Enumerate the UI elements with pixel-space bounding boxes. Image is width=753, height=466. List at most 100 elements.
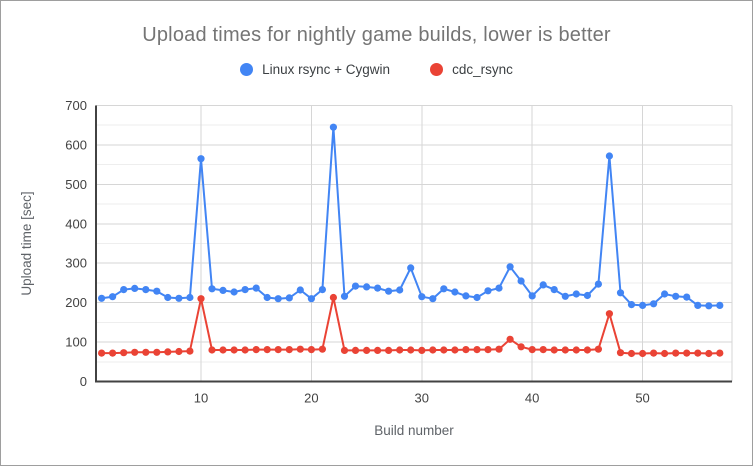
data-point-linux-rsync-cygwin <box>186 293 194 302</box>
data-point-cdc-rsync <box>142 348 150 356</box>
legend-swatch-red-icon <box>430 63 444 76</box>
data-point-linux-rsync-cygwin <box>351 282 360 290</box>
data-point-linux-rsync-cygwin <box>451 288 459 296</box>
data-point-linux-rsync-cygwin <box>639 301 647 309</box>
data-point-linux-rsync-cygwin <box>252 284 260 292</box>
series-line-cdc-rsync <box>100 296 721 355</box>
data-point-linux-rsync-cygwin <box>131 284 139 292</box>
data-point-cdc-rsync <box>539 346 547 354</box>
data-point-linux-rsync-cygwin <box>307 295 315 303</box>
data-point-cdc-rsync <box>197 295 205 303</box>
data-point-linux-rsync-cygwin <box>142 286 150 294</box>
data-point-linux-rsync-cygwin <box>219 286 227 294</box>
data-point-cdc-rsync <box>550 346 558 354</box>
data-point-cdc-rsync <box>683 349 691 357</box>
data-point-linux-rsync-cygwin <box>627 301 636 309</box>
x-tick-label: 10 <box>194 391 208 406</box>
y-tick-label: 200 <box>65 295 87 310</box>
data-point-linux-rsync-cygwin <box>318 286 326 294</box>
series-line-linux-rsync-cygwin <box>100 126 721 307</box>
data-point-cdc-rsync <box>296 345 304 353</box>
data-point-cdc-rsync <box>650 349 658 357</box>
data-point-cdc-rsync <box>506 335 514 343</box>
data-point-cdc-rsync <box>351 346 360 354</box>
data-point-cdc-rsync <box>561 346 569 354</box>
data-point-linux-rsync-cygwin <box>495 284 503 292</box>
data-point-cdc-rsync <box>363 346 371 354</box>
x-tick-label: 50 <box>635 391 649 406</box>
data-point-linux-rsync-cygwin <box>230 288 238 296</box>
data-point-linux-rsync-cygwin <box>109 293 117 301</box>
y-axis-title: Upload time [sec] <box>19 191 34 295</box>
data-point-cdc-rsync <box>484 346 492 354</box>
data-point-cdc-rsync <box>716 349 724 357</box>
data-point-cdc-rsync <box>517 343 525 351</box>
data-point-linux-rsync-cygwin <box>694 301 702 309</box>
data-point-cdc-rsync <box>208 346 216 354</box>
y-tick-label: 400 <box>65 216 87 231</box>
data-point-linux-rsync-cygwin <box>363 283 371 291</box>
data-point-cdc-rsync <box>385 346 393 354</box>
data-point-cdc-rsync <box>440 346 448 354</box>
data-point-linux-rsync-cygwin <box>197 155 205 163</box>
data-point-cdc-rsync <box>473 346 481 354</box>
data-point-linux-rsync-cygwin <box>440 285 448 293</box>
legend-swatch-blue-icon <box>240 63 254 76</box>
data-point-linux-rsync-cygwin <box>528 292 536 300</box>
legend-label-cdc-rsync: cdc_rsync <box>452 62 513 77</box>
data-point-cdc-rsync <box>175 347 183 356</box>
data-point-cdc-rsync <box>374 346 382 354</box>
y-tick-label: 300 <box>65 256 87 271</box>
data-point-cdc-rsync <box>274 346 282 354</box>
data-point-linux-rsync-cygwin <box>153 287 161 295</box>
data-point-linux-rsync-cygwin <box>506 263 514 271</box>
data-point-linux-rsync-cygwin <box>616 289 625 297</box>
data-point-linux-rsync-cygwin <box>661 290 669 298</box>
data-point-linux-rsync-cygwin <box>296 286 304 294</box>
data-point-cdc-rsync <box>396 346 404 354</box>
data-point-cdc-rsync <box>164 348 172 356</box>
data-point-linux-rsync-cygwin <box>208 285 216 293</box>
data-point-linux-rsync-cygwin <box>650 300 658 308</box>
x-tick-label: 30 <box>415 391 429 406</box>
data-point-linux-rsync-cygwin <box>396 286 404 294</box>
data-point-linux-rsync-cygwin <box>418 293 426 301</box>
y-tick-label: 0 <box>80 374 87 389</box>
data-point-cdc-rsync <box>307 346 315 354</box>
data-point-linux-rsync-cygwin <box>473 293 481 302</box>
data-point-linux-rsync-cygwin <box>561 292 569 300</box>
data-point-cdc-rsync <box>252 346 260 354</box>
legend-item-cdc-rsync: cdc_rsync <box>430 62 513 77</box>
data-point-cdc-rsync <box>627 349 636 358</box>
data-point-cdc-rsync <box>120 349 128 357</box>
data-point-cdc-rsync <box>329 293 337 302</box>
data-point-cdc-rsync <box>616 349 625 357</box>
data-point-linux-rsync-cygwin <box>241 286 249 294</box>
data-point-cdc-rsync <box>318 345 326 353</box>
data-point-linux-rsync-cygwin <box>175 294 183 302</box>
data-point-cdc-rsync <box>594 345 603 353</box>
data-point-cdc-rsync <box>694 349 702 357</box>
data-point-cdc-rsync <box>572 346 580 354</box>
data-point-linux-rsync-cygwin <box>385 287 393 295</box>
data-point-linux-rsync-cygwin <box>462 292 470 300</box>
data-point-cdc-rsync <box>407 346 415 354</box>
data-point-linux-rsync-cygwin <box>517 277 525 285</box>
data-point-cdc-rsync <box>583 346 592 354</box>
data-point-linux-rsync-cygwin <box>716 301 724 309</box>
data-point-cdc-rsync <box>263 346 271 354</box>
data-point-cdc-rsync <box>285 346 293 354</box>
data-point-cdc-rsync <box>462 346 470 354</box>
data-point-linux-rsync-cygwin <box>594 280 603 288</box>
data-point-linux-rsync-cygwin <box>263 293 271 302</box>
data-point-linux-rsync-cygwin <box>274 295 282 303</box>
data-point-linux-rsync-cygwin <box>605 152 614 160</box>
y-tick-label: 600 <box>65 137 87 152</box>
x-tick-label: 40 <box>525 391 539 406</box>
data-point-cdc-rsync <box>429 346 437 354</box>
data-point-linux-rsync-cygwin <box>550 286 558 294</box>
x-tick-label: 20 <box>304 391 318 406</box>
legend-item-linux-rsync-cygwin: Linux rsync + Cygwin <box>240 62 390 77</box>
